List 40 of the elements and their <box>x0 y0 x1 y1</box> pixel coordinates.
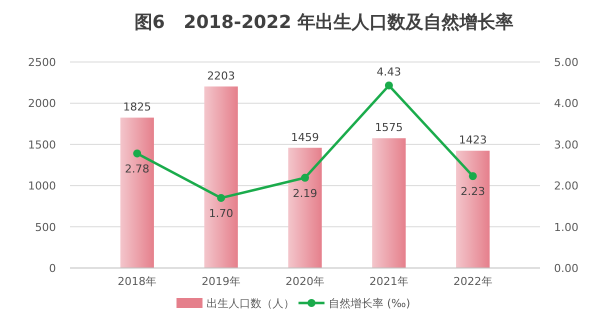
point <box>468 172 477 180</box>
bar <box>120 118 154 268</box>
bar <box>372 138 406 268</box>
point <box>384 81 393 90</box>
y-tick-label: 0 <box>49 262 56 275</box>
x-tick-label: 2022年 <box>453 275 492 288</box>
y2-tick-label: 5.00 <box>554 56 578 69</box>
bar <box>456 150 490 268</box>
x-tick-label: 2018年 <box>118 275 157 288</box>
point <box>133 149 142 158</box>
x-tick-label: 2019年 <box>202 275 241 288</box>
data-label: 4.43 <box>376 65 402 78</box>
data-label: 1.70 <box>208 206 234 220</box>
x-tick-label: 2021年 <box>369 275 408 288</box>
y-tick-label: 2000 <box>28 97 56 110</box>
y2-tick-label: 0.00 <box>554 262 578 275</box>
legend-label: 自然增长率 (‰) <box>328 297 410 310</box>
data-label: 2.19 <box>292 186 318 200</box>
legend-label: 出生人口数（人） <box>206 297 294 310</box>
data-label: 2.78 <box>124 162 150 176</box>
y2-tick-label: 3.00 <box>554 138 578 152</box>
y2-tick-label: 4.00 <box>554 97 578 110</box>
data-label: 1423 <box>458 134 487 147</box>
data-label: 2.23 <box>460 185 486 198</box>
bar <box>204 86 238 268</box>
x-tick-label: 2020年 <box>286 275 324 288</box>
data-label: 1459 <box>291 130 319 144</box>
point <box>217 194 226 202</box>
y-tick-label: 1000 <box>28 180 56 193</box>
y2-tick-label: 1.00 <box>554 220 578 234</box>
data-label: 1825 <box>123 100 152 114</box>
point <box>301 174 309 182</box>
chart-title: 图6 2018-2022 年出生人口数及自然增长率 <box>134 12 514 33</box>
y2-tick-label: 2.00 <box>554 180 578 193</box>
data-label: 1575 <box>374 121 403 134</box>
data-label: 2203 <box>207 69 236 82</box>
y-tick-label: 1500 <box>28 138 56 152</box>
y-tick-label: 500 <box>35 220 56 234</box>
y-tick-label: 2500 <box>28 56 56 69</box>
bar <box>288 148 322 268</box>
